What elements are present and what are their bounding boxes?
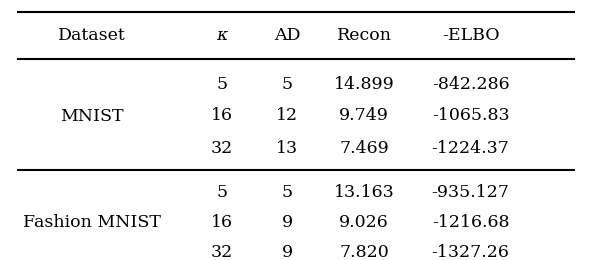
- Text: 9.026: 9.026: [339, 214, 389, 231]
- Text: 16: 16: [211, 214, 233, 231]
- Text: 9.749: 9.749: [339, 107, 389, 124]
- Text: 7.469: 7.469: [339, 140, 389, 157]
- Text: -1224.37: -1224.37: [432, 140, 510, 157]
- Text: 16: 16: [211, 107, 233, 124]
- Text: 32: 32: [211, 140, 233, 157]
- Text: 9: 9: [282, 214, 292, 231]
- Text: -935.127: -935.127: [432, 184, 510, 202]
- Text: MNIST: MNIST: [60, 108, 124, 125]
- Text: -1327.26: -1327.26: [432, 244, 510, 260]
- Text: -842.286: -842.286: [432, 76, 510, 93]
- Text: 5: 5: [282, 76, 292, 93]
- Text: AD: AD: [274, 27, 300, 44]
- Text: 5: 5: [282, 184, 292, 202]
- Text: Recon: Recon: [337, 27, 391, 44]
- Text: 12: 12: [276, 107, 298, 124]
- Text: 14.899: 14.899: [334, 76, 394, 93]
- Text: 7.820: 7.820: [339, 244, 389, 260]
- Text: 5: 5: [217, 184, 227, 202]
- Text: -ELBO: -ELBO: [442, 27, 500, 44]
- Text: -1216.68: -1216.68: [432, 214, 509, 231]
- Text: 13.163: 13.163: [334, 184, 394, 202]
- Text: Fashion MNIST: Fashion MNIST: [23, 214, 160, 231]
- Text: 9: 9: [282, 244, 292, 260]
- Text: 5: 5: [217, 76, 227, 93]
- Text: Dataset: Dataset: [58, 27, 126, 44]
- Text: 32: 32: [211, 244, 233, 260]
- Text: κ: κ: [216, 27, 228, 44]
- Text: 13: 13: [276, 140, 298, 157]
- Text: -1065.83: -1065.83: [432, 107, 510, 124]
